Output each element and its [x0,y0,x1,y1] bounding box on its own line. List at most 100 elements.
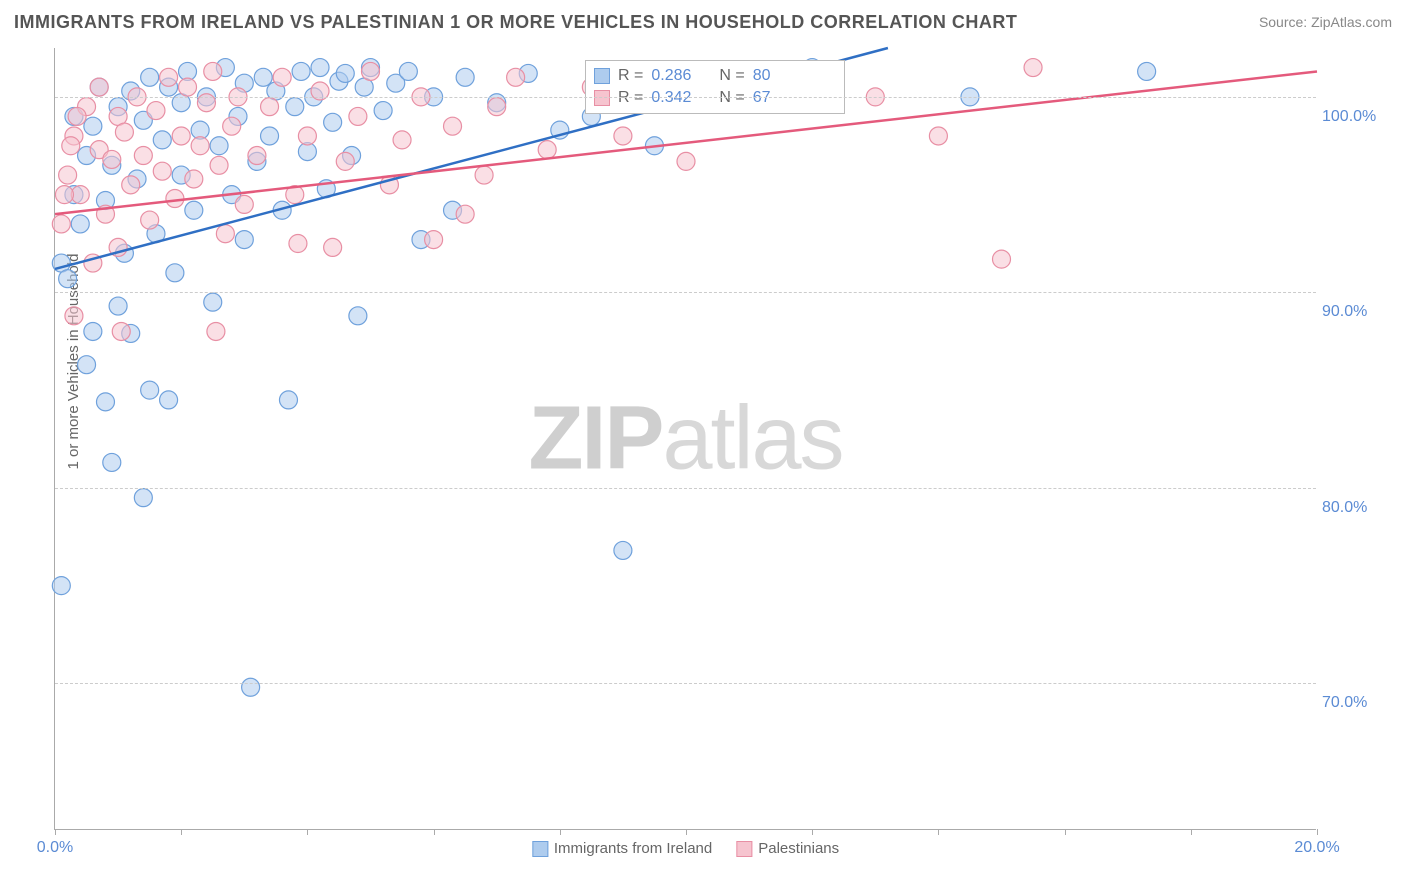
scatter-point-ireland [96,393,114,411]
x-tick [307,829,308,835]
plot-area: 1 or more Vehicles in Household ZIPatlas… [54,48,1316,830]
scatter-point-ireland [210,137,228,155]
scatter-point-ireland [399,62,417,80]
scatter-point-ireland [109,297,127,315]
scatter-point-ireland [84,322,102,340]
source-attribution: Source: ZipAtlas.com [1259,14,1392,30]
legend-r-value: 0.286 [651,65,691,87]
scatter-point-palestinian [273,68,291,86]
scatter-point-palestinian [393,131,411,149]
scatter-point-ireland [292,62,310,80]
chart-container: IMMIGRANTS FROM IRELAND VS PALESTINIAN 1… [0,0,1406,892]
scatter-point-ireland [235,231,253,249]
scatter-point-ireland [614,541,632,559]
scatter-point-palestinian [179,78,197,96]
scatter-point-ireland [261,127,279,145]
legend-row-ireland: R = 0.286 N = 80 [594,65,836,87]
scatter-point-ireland [134,489,152,507]
scatter-point-palestinian [223,117,241,135]
scatter-point-palestinian [235,195,253,213]
scatter-point-palestinian [153,162,171,180]
scatter-point-palestinian [147,102,165,120]
y-tick-label: 90.0% [1322,303,1392,321]
scatter-point-palestinian [362,62,380,80]
scatter-point-palestinian [538,141,556,159]
gridline [55,292,1316,293]
scatter-point-palestinian [349,107,367,125]
scatter-point-ireland [160,391,178,409]
scatter-point-ireland [185,201,203,219]
scatter-point-ireland [153,131,171,149]
x-tick [1065,829,1066,835]
legend-row-palestinian: R =0.342N =67 [594,87,836,109]
scatter-point-palestinian [248,147,266,165]
x-tick [1191,829,1192,835]
scatter-point-ireland [78,356,96,374]
x-tick [434,829,435,835]
x-tick [181,829,182,835]
scatter-point-palestinian [52,215,70,233]
scatter-point-palestinian [261,98,279,116]
scatter-point-palestinian [444,117,462,135]
scatter-point-ireland [456,68,474,86]
scatter-point-palestinian [993,250,1011,268]
scatter-point-palestinian [677,152,695,170]
legend-n-label: N = [719,65,744,87]
scatter-point-palestinian [65,307,83,325]
series-legend: Immigrants from Ireland Palestinians [532,840,839,857]
scatter-point-ireland [242,678,260,696]
scatter-point-palestinian [191,137,209,155]
scatter-point-ireland [103,453,121,471]
scatter-point-palestinian [134,147,152,165]
legend-item-palestinian: Palestinians [736,840,839,857]
scatter-point-palestinian [216,225,234,243]
x-tick [812,829,813,835]
scatter-point-palestinian [172,127,190,145]
scatter-point-palestinian [185,170,203,188]
legend-r-label: R = [618,65,643,87]
scatter-point-ireland [141,68,159,86]
scatter-svg [55,48,1316,829]
scatter-point-palestinian [103,150,121,168]
scatter-point-ireland [71,215,89,233]
legend-n-label: N = [719,87,744,109]
scatter-point-ireland [59,270,77,288]
scatter-point-palestinian [115,123,133,141]
scatter-point-palestinian [298,127,316,145]
scatter-point-palestinian [59,166,77,184]
scatter-point-palestinian [210,156,228,174]
x-tick [686,829,687,835]
legend-r-value: 0.342 [651,87,691,109]
scatter-point-palestinian [475,166,493,184]
scatter-point-palestinian [112,322,130,340]
scatter-point-palestinian [456,205,474,223]
scatter-point-palestinian [324,238,342,256]
legend-swatch-palestinian [736,841,752,857]
chart-title: IMMIGRANTS FROM IRELAND VS PALESTINIAN 1… [14,12,1017,33]
x-tick [560,829,561,835]
scatter-point-palestinian [55,186,73,204]
scatter-point-ireland [349,307,367,325]
x-tick [938,829,939,835]
scatter-point-palestinian [336,152,354,170]
gridline [55,97,1316,98]
scatter-point-palestinian [122,176,140,194]
scatter-point-ireland [254,68,272,86]
y-tick-label: 100.0% [1322,108,1392,126]
scatter-point-palestinian [62,137,80,155]
scatter-point-palestinian [204,62,222,80]
scatter-point-palestinian [90,78,108,96]
scatter-point-palestinian [425,231,443,249]
legend-swatch-ireland [594,68,610,84]
scatter-point-palestinian [488,98,506,116]
legend-label: Palestinians [758,840,839,857]
scatter-point-ireland [166,264,184,282]
x-tick-label: 0.0% [37,839,73,857]
legend-label: Immigrants from Ireland [554,840,712,857]
scatter-point-ireland [324,113,342,131]
scatter-point-ireland [1138,62,1156,80]
legend-item-ireland: Immigrants from Ireland [532,840,712,857]
legend-n-value: 80 [753,65,771,87]
scatter-point-palestinian [207,322,225,340]
scatter-point-ireland [52,577,70,595]
